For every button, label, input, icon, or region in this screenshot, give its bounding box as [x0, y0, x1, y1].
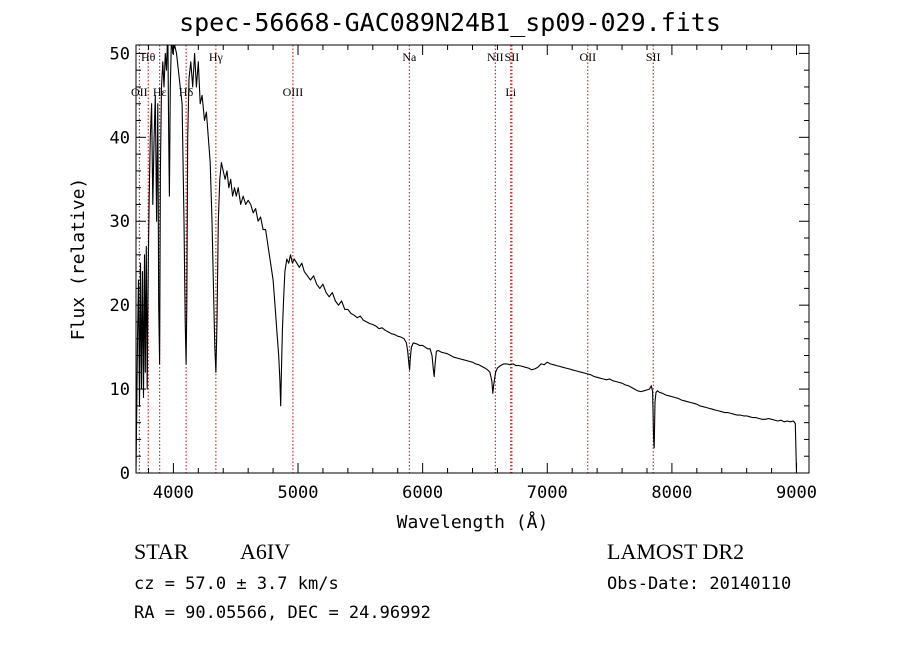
- object-class: STAR: [134, 539, 189, 564]
- coordinates: RA = 90.05566, DEC = 24.96992: [134, 603, 431, 623]
- velocity-readout: cz = 57.0 ± 3.7 km/s: [134, 574, 339, 594]
- chart-title: spec-56668-GAC089N24B1_sp09-029.fits: [179, 8, 721, 37]
- spectral-line-label: NII: [487, 50, 504, 64]
- y-axis-label: Flux (relative): [68, 178, 89, 341]
- spectral-line-label: Hγ: [209, 50, 224, 64]
- y-tick-label: 10: [110, 380, 130, 400]
- y-tick-label: 20: [110, 296, 130, 316]
- x-tick-label: 5000: [278, 483, 319, 503]
- spectral-line-label: OII: [579, 50, 596, 64]
- spectral-line-label: Hδ: [179, 85, 194, 99]
- spectral-line-label: OII: [131, 85, 148, 99]
- survey-label: LAMOST DR2: [607, 539, 745, 564]
- y-tick-label: 0: [120, 464, 130, 484]
- spectral-line-label: Hε: [153, 85, 167, 99]
- spectrum-plot: [136, 45, 798, 473]
- y-tick-label: 40: [110, 128, 130, 148]
- y-tick-label: 50: [110, 44, 130, 64]
- spectral-line-label: SII: [505, 50, 520, 64]
- spectral-line-label: Li: [505, 85, 516, 99]
- x-tick-label: 4000: [153, 483, 194, 503]
- plot-frame: [135, 44, 810, 474]
- spectral-line-label: Na: [402, 50, 417, 64]
- spectral-line-label: Hθ: [141, 50, 156, 64]
- axes: 4000 5000 6000 7000 8000 9000 0 10 20 30 40 50 Wavel…: [68, 44, 817, 533]
- x-tick-label: 7000: [527, 483, 568, 503]
- obs-date: Obs-Date: 20140110: [607, 574, 792, 594]
- x-axis-label: Wavelength (Å): [397, 511, 549, 533]
- spectral-line-label: SII: [646, 50, 661, 64]
- x-tick-label: 6000: [402, 483, 443, 503]
- object-subclass: A6IV: [240, 539, 291, 564]
- y-tick-label: 30: [110, 212, 130, 232]
- spectral-line-label: OIII: [283, 85, 304, 99]
- spectrum-line: [136, 45, 798, 473]
- spectral-line-markers: [138, 45, 654, 473]
- x-tick-label: 9000: [776, 483, 817, 503]
- x-tick-label: 8000: [651, 483, 692, 503]
